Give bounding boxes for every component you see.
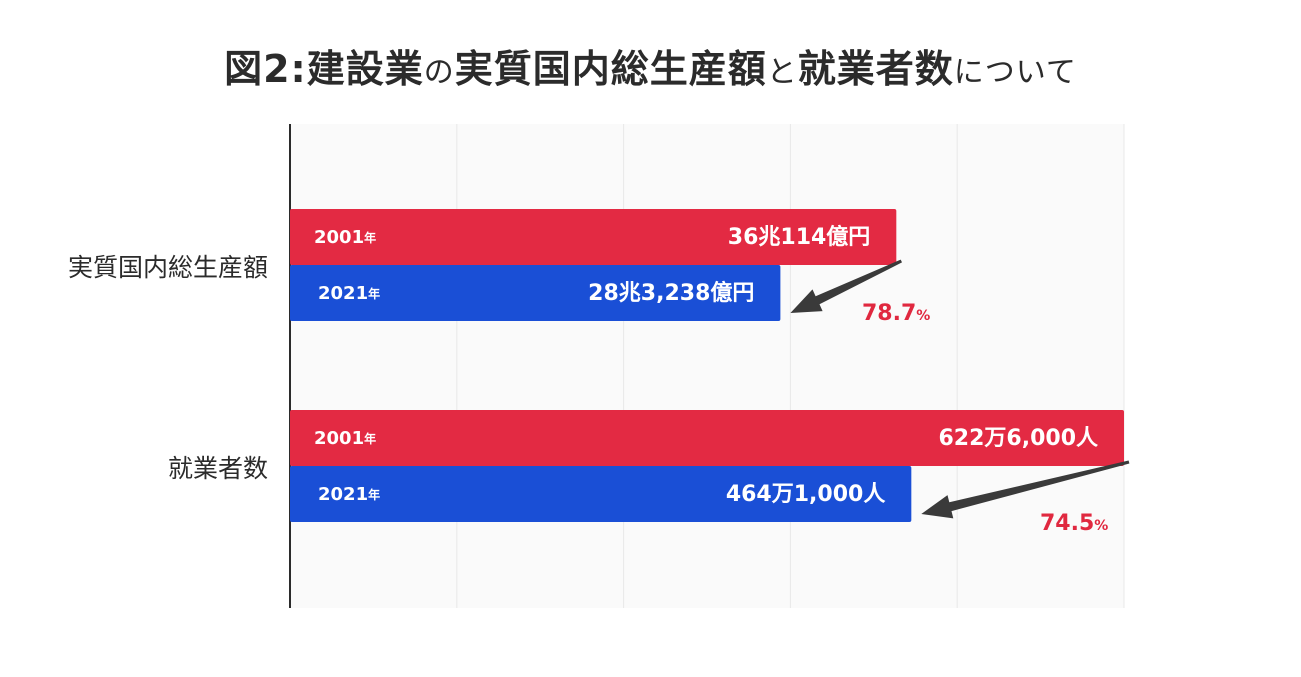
- category-label: 実質国内総生産額: [68, 253, 268, 282]
- bar-year-number: 2021: [318, 484, 368, 505]
- bar-year-suffix: 年: [364, 230, 376, 245]
- bar-year-label: 2021年: [318, 484, 380, 505]
- bar-2021: [290, 265, 781, 321]
- bar-year-number: 2021: [318, 283, 368, 304]
- change-percent-number: 78.7: [862, 301, 916, 326]
- change-percent-label: 74.5%: [1040, 511, 1108, 536]
- bar-year-number: 2001: [314, 227, 364, 248]
- title-part-1: 図2:建設業: [224, 47, 424, 91]
- bar-year-suffix: 年: [364, 431, 376, 446]
- title-part-2: の: [423, 55, 455, 90]
- bar-2021: [290, 466, 912, 522]
- change-percent-unit: %: [1094, 518, 1108, 534]
- title-part-5: 就業者数: [797, 47, 954, 91]
- title-part-6: について: [953, 55, 1077, 90]
- title-part-3: 実質国内総生産額: [454, 47, 767, 91]
- chart-title: 図2:建設業の実質国内総生産額と就業者数について: [0, 38, 1301, 93]
- decrease-arrow-icon: [921, 460, 1130, 519]
- bar-year-label: 2001年: [314, 227, 376, 248]
- bar-value-label: 36兆114億円: [728, 224, 871, 250]
- title-part-4: と: [766, 55, 798, 90]
- bar-value-label: 28兆3,238億円: [588, 280, 754, 306]
- bar-2001: [290, 410, 1124, 466]
- bar-2001: [290, 209, 897, 265]
- change-percent-number: 74.5: [1040, 511, 1094, 536]
- category-label: 就業者数: [168, 454, 268, 483]
- bar-value-label: 464万1,000人: [726, 482, 886, 507]
- bar-year-suffix: 年: [368, 286, 380, 301]
- decrease-arrow-icon: [790, 259, 902, 313]
- bar-year-suffix: 年: [368, 487, 380, 502]
- bar-year-number: 2001: [314, 428, 364, 449]
- bar-value-label: 622万6,000人: [938, 426, 1098, 451]
- bar-year-label: 2021年: [318, 283, 380, 304]
- plot-background: [290, 124, 1124, 608]
- change-percent-label: 78.7%: [862, 301, 930, 326]
- bar-year-label: 2001年: [314, 428, 376, 449]
- change-percent-unit: %: [916, 308, 930, 324]
